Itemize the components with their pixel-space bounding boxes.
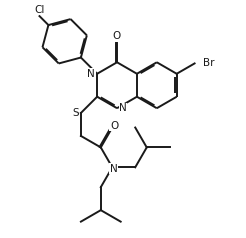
Text: Br: Br [203, 59, 215, 69]
Text: N: N [110, 164, 118, 174]
Text: O: O [112, 31, 121, 41]
Text: N: N [87, 69, 95, 79]
Text: N: N [119, 103, 127, 113]
Text: Cl: Cl [34, 5, 45, 15]
Text: O: O [110, 121, 118, 131]
Text: S: S [72, 108, 79, 118]
